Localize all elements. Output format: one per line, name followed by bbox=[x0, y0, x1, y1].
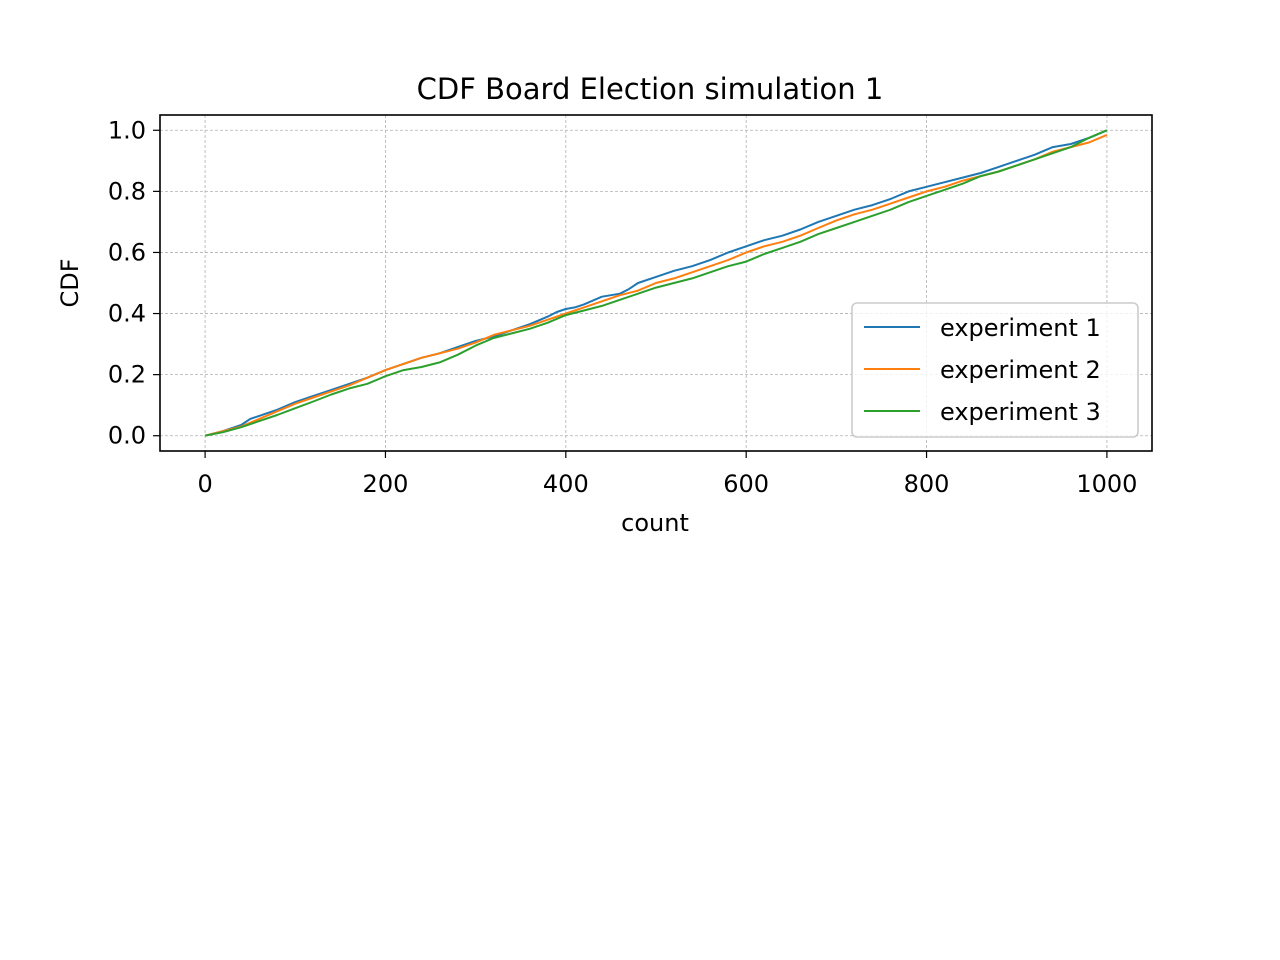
x-tick-label: 1000 bbox=[1076, 470, 1137, 498]
x-tick-label: 200 bbox=[363, 470, 409, 498]
legend: experiment 1 experiment 2 experiment 3 bbox=[851, 302, 1139, 438]
x-tick-label: 400 bbox=[543, 470, 589, 498]
legend-box bbox=[851, 302, 1139, 438]
legend-label: experiment 1 bbox=[940, 314, 1101, 342]
y-tick-label: 1.0 bbox=[108, 116, 146, 144]
series-line-3 bbox=[204, 129, 1108, 437]
x-tick-label: 800 bbox=[904, 470, 950, 498]
y-axis-ticks: 0.0 0.2 0.4 0.6 0.8 1.0 bbox=[108, 116, 160, 450]
y-tick-label: 0.8 bbox=[108, 177, 146, 205]
y-tick-label: 0.2 bbox=[108, 361, 146, 389]
x-axis-ticks: 0 200 400 600 800 1000 bbox=[197, 451, 1137, 498]
legend-label: experiment 3 bbox=[940, 398, 1101, 426]
y-tick-label: 0.6 bbox=[108, 238, 146, 266]
legend-label: experiment 2 bbox=[940, 356, 1101, 384]
y-axis-label: CDF bbox=[56, 258, 84, 307]
series-line-2 bbox=[204, 133, 1108, 437]
x-tick-label: 0 bbox=[197, 470, 212, 498]
x-tick-label: 600 bbox=[723, 470, 769, 498]
chart-title: CDF Board Election simulation 1 bbox=[417, 72, 884, 106]
x-axis-label: count bbox=[621, 509, 689, 537]
y-tick-label: 0.4 bbox=[108, 300, 146, 328]
series-lines bbox=[204, 129, 1108, 437]
series-line-1 bbox=[204, 129, 1108, 437]
plot-area-frame bbox=[159, 114, 1153, 452]
y-tick-label: 0.0 bbox=[108, 422, 146, 450]
